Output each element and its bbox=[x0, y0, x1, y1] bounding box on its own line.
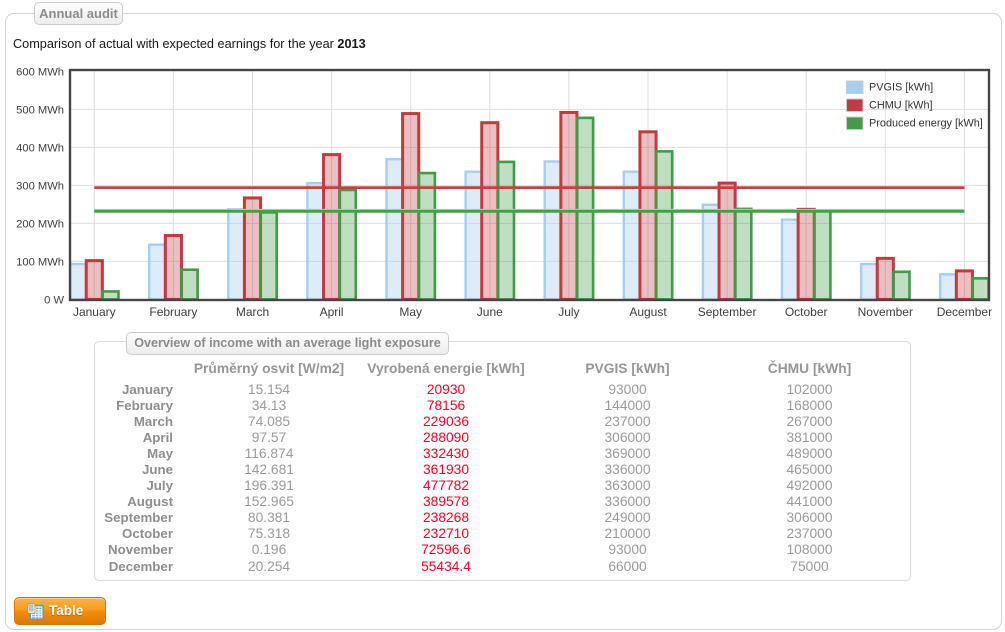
svg-text:500 MWh: 500 MWh bbox=[16, 105, 64, 117]
svg-text:September: September bbox=[698, 305, 757, 319]
svg-text:October: October bbox=[785, 305, 828, 319]
svg-text:February: February bbox=[149, 305, 197, 319]
svg-text:300 MWh: 300 MWh bbox=[16, 181, 64, 193]
svg-text:CHMU [kWh]: CHMU [kWh] bbox=[869, 99, 933, 111]
svg-text:600 MWh: 600 MWh bbox=[16, 67, 64, 79]
svg-text:August: August bbox=[629, 305, 667, 319]
svg-text:0 W: 0 W bbox=[44, 295, 64, 307]
svg-text:April: April bbox=[320, 305, 344, 319]
svg-text:100 MWh: 100 MWh bbox=[16, 257, 64, 269]
svg-text:June: June bbox=[477, 305, 503, 319]
svg-text:400 MWh: 400 MWh bbox=[16, 143, 64, 155]
svg-text:December: December bbox=[937, 305, 992, 319]
svg-text:July: July bbox=[558, 305, 579, 319]
svg-text:200 MWh: 200 MWh bbox=[16, 219, 64, 231]
svg-text:January: January bbox=[73, 305, 116, 319]
svg-text:PVGIS [kWh]: PVGIS [kWh] bbox=[869, 81, 933, 93]
svg-text:March: March bbox=[236, 305, 269, 319]
svg-text:Produced energy [kWh]: Produced energy [kWh] bbox=[869, 117, 983, 129]
svg-text:May: May bbox=[399, 305, 422, 319]
svg-text:November: November bbox=[858, 305, 913, 319]
